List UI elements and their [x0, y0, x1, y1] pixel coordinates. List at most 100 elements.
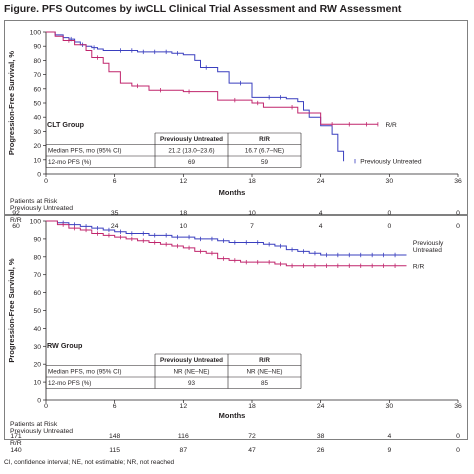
rw-table-row-label: 12-mo PFS (%) [48, 380, 91, 387]
clt-risk-group-label: Previously Untreated [10, 205, 73, 212]
clt-y-tick-label: 0 [37, 172, 41, 179]
clt-risk-count: 60 [12, 223, 20, 230]
rw-y-tick-label: 100 [30, 219, 42, 226]
rw-series-end-label: Previously [413, 240, 444, 247]
rw-y-tick-label: 70 [33, 272, 41, 279]
clt-table-row-label: Median PFS, mo (95% CI) [48, 148, 122, 155]
clt-y-tick-label: 70 [33, 72, 41, 79]
clt-y-tick-label: 90 [33, 44, 41, 51]
clt-y-axis-title: Progression-Free Survival, % [7, 51, 16, 156]
clt-risk-count: 4 [319, 210, 323, 217]
clt-x-tick-label: 30 [386, 178, 394, 185]
rw-table-header: R/R [259, 357, 270, 364]
clt-risk-count: 92 [12, 210, 20, 217]
figure-title: Figure. PFS Outcomes by iwCLL Clinical T… [4, 3, 402, 15]
clt-x-tick-label: 12 [180, 178, 188, 185]
clt-table-header: R/R [259, 136, 270, 143]
rw-risk-count: 26 [317, 447, 325, 454]
clt-risk-count: 10 [180, 223, 188, 230]
clt-table-row-label: 12-mo PFS (%) [48, 159, 91, 166]
clt-y-tick-label: 50 [33, 101, 41, 108]
rw-y-tick-label: 80 [33, 254, 41, 261]
rw-series-end-label: Untreated [413, 247, 442, 254]
clt-group-label: CLT Group [47, 120, 85, 129]
clt-risk-count: 7 [250, 223, 254, 230]
clt-x-tick-label: 36 [454, 178, 462, 185]
clt-risk-count: 0 [387, 210, 391, 217]
rw-risk-count: 116 [178, 433, 189, 440]
clt-y-tick-label: 80 [33, 58, 41, 65]
clt-y-tick-label: 40 [33, 115, 41, 122]
rw-risk-count: 87 [180, 447, 188, 454]
rw-risk-count: 47 [248, 447, 256, 454]
clt-y-tick-label: 30 [33, 129, 41, 136]
rw-group-label: RW Group [47, 341, 83, 350]
clt-table-cell: 21.2 (13.0–23.6) [168, 148, 214, 155]
rw-y-tick-label: 90 [33, 236, 41, 243]
rw-risk-count: 72 [248, 433, 256, 440]
clt-x-axis-title: Months [219, 188, 246, 197]
rw-series-line-rr [46, 220, 407, 267]
rw-risk-count: 140 [10, 447, 22, 454]
rw-x-tick-label: 30 [386, 403, 394, 410]
clt-table-cell: 59 [261, 159, 269, 166]
clt-risk-count: 4 [319, 223, 323, 230]
rw-y-axis-title: Progression-Free Survival, % [7, 258, 16, 363]
rw-risk-count: 4 [387, 433, 391, 440]
clt-risk-title: Patients at Risk [10, 198, 58, 205]
rw-risk-count: 0 [456, 433, 460, 440]
clt-x-tick-label: 6 [113, 178, 117, 185]
clt-risk-count: 10 [248, 210, 256, 217]
clt-panel-frame [4, 20, 468, 216]
clt-risk-group-label: R/R [10, 217, 22, 224]
rw-x-tick-label: 12 [180, 403, 188, 410]
rw-risk-group-label: Previously Untreated [10, 428, 73, 435]
clt-table-cell: 16.7 (6.7–NE) [245, 148, 284, 155]
rw-series-end-label: R/R [413, 263, 425, 270]
rw-y-tick-label: 20 [33, 362, 41, 369]
clt-series-end-label: R/R [385, 122, 397, 129]
rw-risk-title: Patients at Risk [10, 421, 58, 428]
rw-risk-count: 171 [10, 433, 22, 440]
clt-risk-count: 24 [111, 223, 119, 230]
clt-table-cell: 69 [188, 159, 196, 166]
rw-y-tick-label: 60 [33, 290, 41, 297]
rw-table-cell: 85 [261, 380, 269, 387]
clt-risk-count: 0 [387, 223, 391, 230]
rw-table-cell: NR (NE–NE) [173, 369, 209, 376]
rw-x-tick-label: 6 [113, 403, 117, 410]
rw-x-tick-label: 24 [317, 403, 325, 410]
clt-y-tick-label: 20 [33, 143, 41, 150]
rw-y-tick-label: 40 [33, 326, 41, 333]
clt-risk-count: 0 [456, 223, 460, 230]
rw-table-row-label: Median PFS, mo (95% CI) [48, 369, 122, 376]
footnote: CI, confidence interval; NE, not estimab… [4, 459, 175, 466]
rw-y-tick-label: 50 [33, 308, 41, 315]
rw-risk-count: 0 [456, 447, 460, 454]
clt-y-tick-label: 100 [30, 30, 42, 37]
clt-x-tick-label: 18 [248, 178, 256, 185]
clt-series-line-previously-untreated [46, 31, 345, 162]
clt-y-tick-label: 10 [33, 157, 41, 164]
rw-x-axis-title: Months [219, 411, 246, 420]
rw-y-tick-label: 0 [37, 398, 41, 405]
rw-risk-count: 38 [317, 433, 325, 440]
clt-series-end-label: Previously Untreated [360, 159, 422, 166]
rw-table-cell: 93 [188, 380, 196, 387]
clt-x-tick-label: 24 [317, 178, 325, 185]
clt-y-tick-label: 60 [33, 86, 41, 93]
rw-table-cell: NR (NE–NE) [246, 369, 282, 376]
rw-y-tick-label: 10 [33, 380, 41, 387]
rw-panel-frame [4, 214, 468, 440]
rw-x-tick-label: 18 [248, 403, 256, 410]
clt-risk-count: 35 [111, 210, 119, 217]
rw-risk-count: 115 [109, 447, 120, 454]
rw-y-tick-label: 30 [33, 344, 41, 351]
rw-risk-count: 9 [387, 447, 391, 454]
rw-risk-count: 148 [109, 433, 121, 440]
clt-risk-count: 18 [180, 210, 188, 217]
clt-x-tick-label: 0 [44, 178, 48, 185]
rw-x-tick-label: 0 [44, 403, 48, 410]
rw-series-line-previously-untreated [46, 220, 407, 256]
